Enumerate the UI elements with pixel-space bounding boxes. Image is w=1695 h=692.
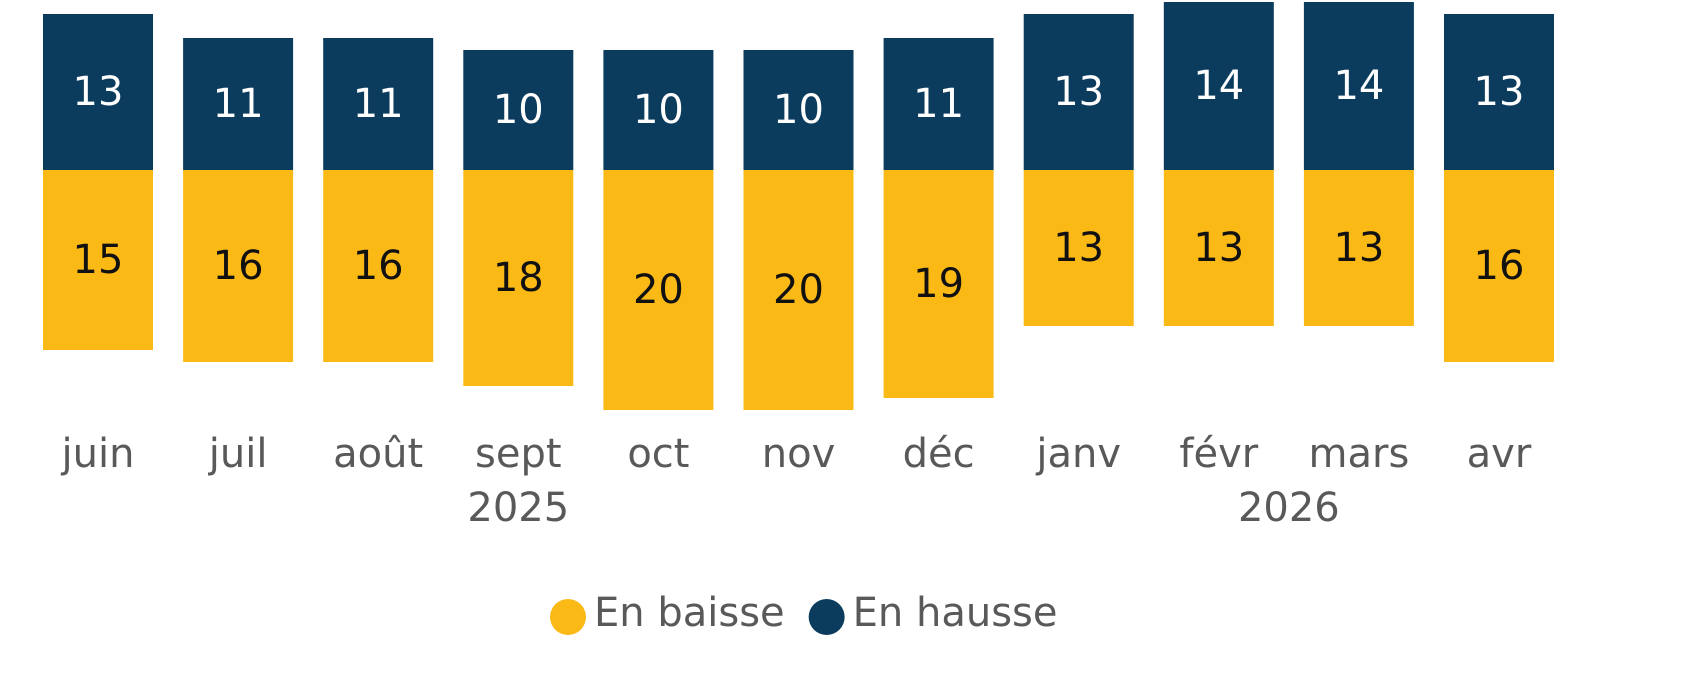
bar	[743, 170, 854, 410]
x-tick-label: avr	[1467, 431, 1532, 477]
value-label: 10	[773, 87, 824, 133]
bar	[883, 170, 994, 398]
value-label: 18	[493, 255, 544, 301]
value-label: 16	[353, 243, 404, 289]
bar	[323, 38, 434, 170]
x-tick-label: janv	[1035, 431, 1121, 477]
value-label: 20	[633, 267, 684, 313]
bar	[463, 50, 574, 170]
bar	[603, 50, 714, 170]
x-tick-label: févr	[1179, 431, 1258, 477]
bar	[43, 170, 153, 350]
value-label: 10	[493, 87, 544, 133]
value-label: 13	[73, 69, 124, 115]
bar	[183, 38, 294, 170]
bar	[1444, 170, 1554, 362]
value-label: 15	[73, 237, 124, 283]
x-tick-label: août	[333, 431, 423, 477]
bar	[743, 50, 854, 170]
value-label: 13	[1193, 225, 1244, 271]
value-label: 16	[213, 243, 264, 289]
legend-marker	[550, 599, 586, 635]
bar	[183, 170, 294, 362]
value-label: 14	[1333, 63, 1384, 109]
value-label: 13	[1333, 225, 1384, 271]
value-label: 13	[1053, 225, 1104, 271]
value-label: 13	[1053, 69, 1104, 115]
value-label: 11	[213, 81, 264, 127]
x-tick-label: oct	[627, 431, 689, 477]
value-label: 11	[353, 81, 404, 127]
value-label: 11	[913, 81, 964, 127]
x-group-label: 2026	[1238, 485, 1340, 531]
x-tick-label: déc	[903, 431, 975, 477]
x-tick-label: nov	[762, 431, 836, 477]
bar	[323, 170, 434, 362]
bar	[463, 170, 574, 386]
bar	[1023, 170, 1134, 326]
value-label: 13	[1474, 69, 1525, 115]
bar	[883, 38, 994, 170]
legend-label: En baisse	[594, 590, 785, 636]
x-group-label: 2025	[467, 485, 569, 531]
bar	[43, 14, 153, 170]
x-tick-label: juil	[208, 431, 268, 477]
bar	[1163, 170, 1274, 326]
bar	[1444, 14, 1554, 170]
value-label: 16	[1474, 243, 1525, 289]
legend-marker	[808, 599, 845, 635]
x-tick-label: sept	[475, 431, 562, 477]
bar	[1303, 170, 1414, 326]
value-label: 19	[913, 261, 964, 307]
x-tick-label: mars	[1309, 431, 1410, 477]
x-tick-label: juin	[61, 431, 135, 477]
bar	[603, 170, 714, 410]
value-label: 10	[633, 87, 684, 133]
bar	[1303, 2, 1414, 170]
bar	[1163, 2, 1274, 170]
legend-label: En hausse	[853, 590, 1058, 636]
bar	[1023, 14, 1134, 170]
value-label: 14	[1193, 63, 1244, 109]
value-label: 20	[773, 267, 824, 313]
